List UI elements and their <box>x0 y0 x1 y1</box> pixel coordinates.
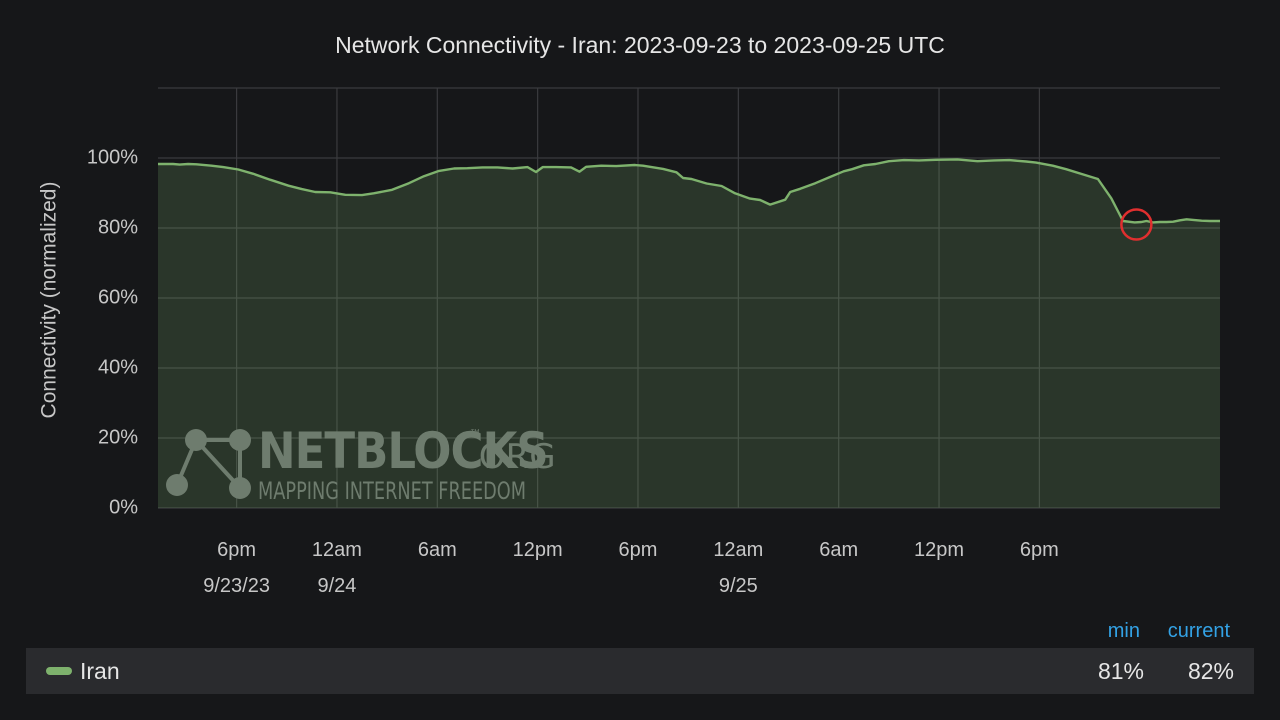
legend-headers: min current <box>1100 620 1230 644</box>
annotation-layer <box>1120 208 1153 241</box>
chart-title: Network Connectivity - Iran: 2023-09-23 … <box>335 32 945 58</box>
x-tick-label: 12pm <box>513 539 563 561</box>
x-tick-label: 6pm <box>1020 539 1059 561</box>
netblocks-logo-icon <box>166 429 251 499</box>
y-tick-label: 0% <box>109 496 138 518</box>
watermark-tm: ™ <box>470 428 480 439</box>
legend-header-current[interactable]: current <box>1167 620 1230 642</box>
legend-value-current: 82% <box>1187 657 1234 684</box>
legend-value-min: 81% <box>1097 657 1144 684</box>
x-tick-sublabel: 9/23/23 <box>203 575 270 597</box>
x-axis: 6pm 9/23/23 12am 9/24 6am 12pm 6pm 12am 9/25 6am 1… <box>203 539 1059 597</box>
y-axis: 0% 20% 40% 60% 80% 100% <box>87 146 138 518</box>
x-tick-label: 6am <box>819 539 858 561</box>
x-tick-label: 6pm <box>217 539 256 561</box>
legend-swatch[interactable] <box>46 667 72 675</box>
y-axis-label: Connectivity (normalized) <box>38 182 61 419</box>
x-tick-label: 12pm <box>914 539 964 561</box>
x-tick-label: 6pm <box>619 539 658 561</box>
watermark-tagline: MAPPING INTERNET FREEDOM <box>258 477 526 505</box>
y-tick-label: 100% <box>87 146 138 168</box>
legend-values: 81% 82% <box>1094 658 1234 685</box>
y-tick-label: 80% <box>98 216 138 238</box>
y-tick-label: 20% <box>98 426 138 448</box>
chart-area: NETBLOCKS .ORG ™ MAPPING INTERNET FREEDO… <box>38 87 1220 597</box>
series-area-iran <box>158 159 1220 508</box>
y-tick-label: 60% <box>98 286 138 308</box>
drop-annotation-circle <box>1120 208 1153 241</box>
series-layer <box>158 158 1220 508</box>
y-tick-label: 40% <box>98 356 138 378</box>
legend-series-name[interactable]: Iran <box>80 657 120 684</box>
x-tick-sublabel: 9/25 <box>719 575 758 597</box>
netblocks-watermark: NETBLOCKS .ORG ™ MAPPING INTERNET FREEDO… <box>166 422 556 505</box>
x-tick-label: 12am <box>312 539 362 561</box>
x-tick-sublabel: 9/24 <box>317 575 356 597</box>
watermark-tld: .ORG <box>468 437 556 477</box>
x-tick-label: 12am <box>713 539 763 561</box>
legend-row[interactable]: Iran 81% 82% <box>26 648 1254 694</box>
watermark-brand: NETBLOCKS <box>258 422 548 480</box>
x-tick-label: 6am <box>418 539 457 561</box>
legend-header-min[interactable]: min <box>1107 620 1140 642</box>
series-line-iran[interactable] <box>158 158 1220 224</box>
grid-lines <box>158 87 1220 509</box>
